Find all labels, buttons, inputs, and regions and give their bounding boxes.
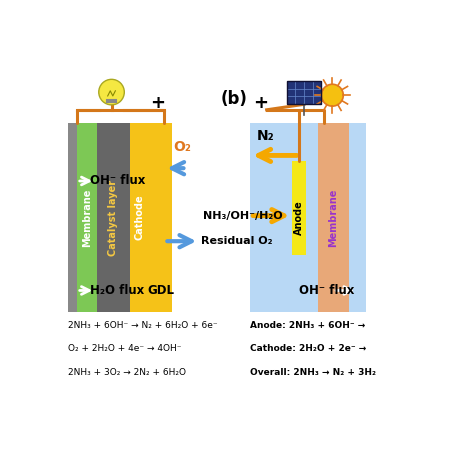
Bar — [68, 123, 77, 312]
Text: Catalyst layer: Catalyst layer — [109, 179, 118, 255]
Text: GDL: GDL — [147, 284, 174, 297]
Circle shape — [321, 84, 343, 106]
Text: Membrane: Membrane — [82, 188, 92, 246]
Text: +: + — [253, 93, 268, 111]
Text: Cathode: Cathode — [134, 195, 144, 240]
Bar — [287, 81, 321, 104]
Text: Anode: 2NH₃ + 6OH⁻ →: Anode: 2NH₃ + 6OH⁻ → — [250, 320, 365, 329]
Text: Overall: 2NH₃ → N₂ + 3H₂: Overall: 2NH₃ → N₂ + 3H₂ — [250, 368, 376, 377]
Text: NH₃/OH⁻/H₂O: NH₃/OH⁻/H₂O — [203, 210, 283, 220]
Bar — [292, 161, 306, 255]
Text: OH⁻ flux: OH⁻ flux — [299, 284, 355, 297]
Text: OH⁻ flux: OH⁻ flux — [90, 174, 145, 188]
Bar — [318, 123, 349, 312]
Text: 2NH₃ + 3O₂ → 2N₂ + 6H₂O: 2NH₃ + 3O₂ → 2N₂ + 6H₂O — [68, 368, 186, 377]
Bar — [287, 81, 321, 104]
Text: 2NH₃ + 6OH⁻ → N₂ + 6H₂O + 6e⁻: 2NH₃ + 6OH⁻ → N₂ + 6H₂O + 6e⁻ — [68, 320, 218, 329]
Bar — [77, 123, 97, 312]
Text: +: + — [150, 93, 164, 111]
Bar — [349, 123, 366, 312]
Text: Residual O₂: Residual O₂ — [201, 236, 273, 246]
Bar — [250, 123, 318, 312]
Bar — [130, 123, 149, 312]
Text: H₂O flux: H₂O flux — [90, 284, 144, 297]
Bar — [97, 123, 130, 312]
Text: O₂ + 2H₂O + 4e⁻ → 4OH⁻: O₂ + 2H₂O + 4e⁻ → 4OH⁻ — [68, 345, 181, 353]
Bar — [149, 123, 173, 312]
Circle shape — [99, 79, 124, 105]
Text: (b): (b) — [220, 90, 247, 108]
Text: N₂: N₂ — [257, 129, 274, 143]
Text: Cathode: 2H₂O + 2e⁻ →: Cathode: 2H₂O + 2e⁻ → — [250, 345, 366, 353]
Text: O₂: O₂ — [173, 140, 191, 154]
Text: Anode: Anode — [294, 200, 304, 235]
Text: Membrane: Membrane — [328, 188, 338, 246]
